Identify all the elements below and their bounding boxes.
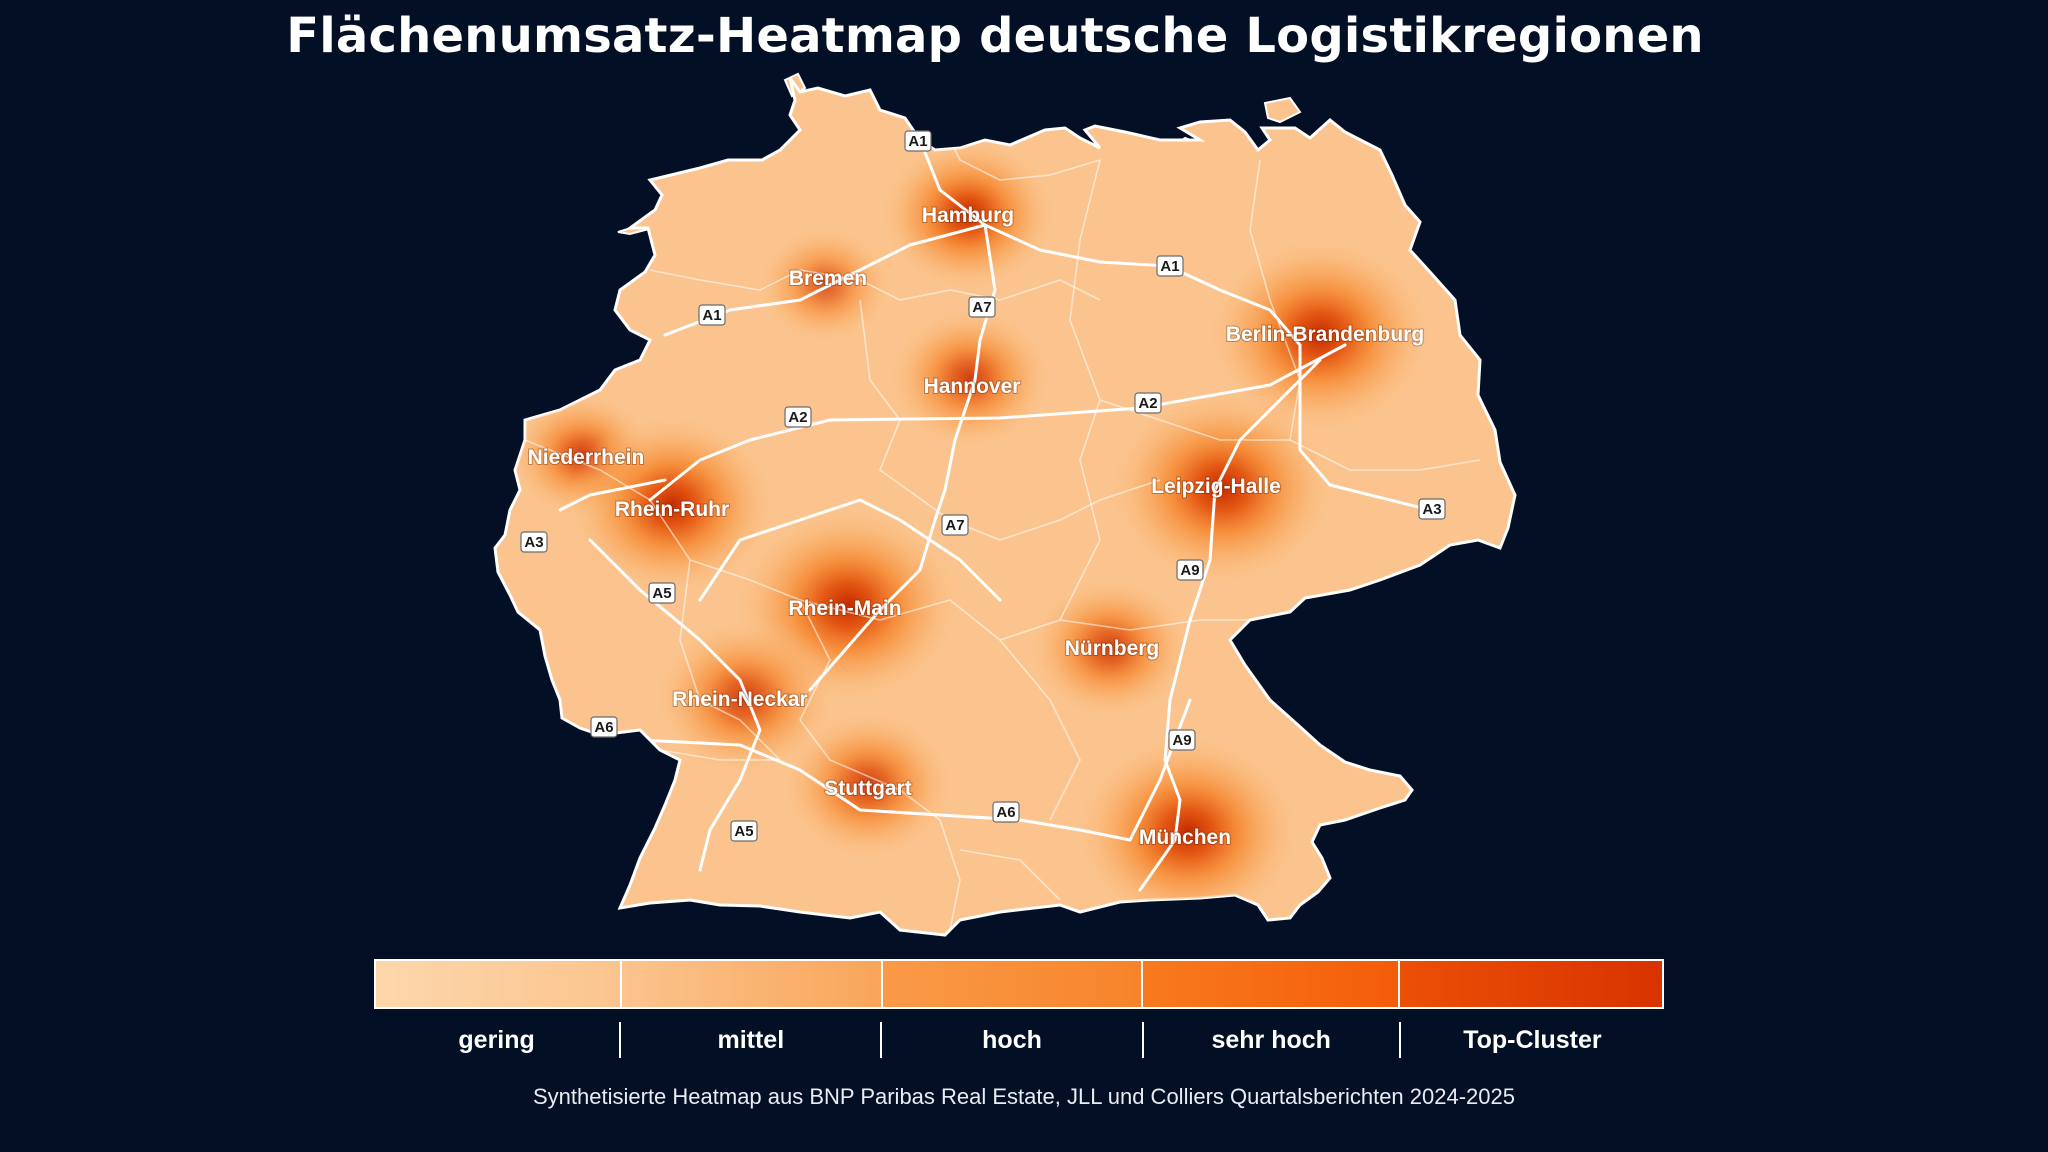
motorway-shield: A9 <box>1168 729 1196 751</box>
legend-label: sehr hoch <box>1141 1022 1399 1058</box>
motorway-shield: A6 <box>590 716 618 738</box>
region-label: Rhein-Neckar <box>672 688 807 711</box>
motorway-shield-label: A9 <box>1180 562 1199 579</box>
motorway-shield-label: A9 <box>1172 732 1191 749</box>
road-a3-west <box>558 478 667 512</box>
motorway-shield: A7 <box>941 514 969 536</box>
legend-swatch <box>880 961 1142 1007</box>
page-title: Flächenumsatz-Heatmap deutsche Logistikr… <box>286 8 1704 64</box>
legend-swatch <box>376 961 621 1007</box>
motorway-shield: A2 <box>1134 392 1162 414</box>
heat-blob <box>653 618 837 778</box>
region-labels: Hamburg Bremen Hannover Berlin-Brandenburg N… <box>527 203 1426 850</box>
motorway-shield-label: A6 <box>594 719 613 736</box>
region-label: München <box>1139 826 1231 849</box>
legend-label: Top-Cluster <box>1398 1022 1664 1058</box>
motorway-shield: A2 <box>784 406 812 428</box>
motorway-shield-label: A3 <box>524 534 543 551</box>
motorway-shield: A1 <box>1156 255 1184 277</box>
heat-blob <box>780 709 956 861</box>
motorway-shields: A1 A1 A1 A7 A7 A2 A2 A3 A3 A9 A9 A5 A5 A6 A6 <box>520 130 1446 842</box>
heat-blob <box>1107 388 1337 588</box>
region-label: Leipzig-Halle <box>1151 475 1281 498</box>
legend-labels: gering mittel hoch sehr hoch Top-Cluster <box>374 1022 1664 1058</box>
road-a2 <box>648 343 1347 502</box>
motorway-shield-label: A2 <box>788 409 807 426</box>
motorway-shield: A3 <box>520 531 548 553</box>
region-label: Stuttgart <box>824 777 912 800</box>
motorway-shield-label: A5 <box>734 823 753 840</box>
road-a3 <box>1298 343 1432 512</box>
motorway-shield-label: A5 <box>652 585 671 602</box>
road-a6-north <box>1128 698 1192 842</box>
legend-label: gering <box>458 1026 535 1054</box>
legend-bar <box>374 959 1664 1009</box>
heat-blob <box>1027 576 1193 720</box>
region-label: Berlin-Brandenburg <box>1226 323 1424 346</box>
motorway-shield: A1 <box>698 304 726 326</box>
region-label: Niederrhein <box>528 446 645 469</box>
heat-blob <box>566 413 778 597</box>
motorway-shield: A1 <box>904 130 932 152</box>
road-a1 <box>911 103 1302 347</box>
motorway-shield: A9 <box>1176 559 1204 581</box>
motorway-shield: A5 <box>648 582 676 604</box>
road-a9 <box>1138 358 1322 892</box>
motorway-shield: A3 <box>1418 498 1446 520</box>
source-note: Synthetisierte Heatmap aus BNP Paribas R… <box>533 1084 1515 1109</box>
heat-blob <box>887 306 1053 450</box>
region-label: Hannover <box>924 375 1021 398</box>
legend-label: mittel <box>619 1022 880 1058</box>
heat-blob <box>1073 732 1303 932</box>
motorway-shield-label: A2 <box>1138 395 1157 412</box>
motorway-shield-label: A1 <box>702 307 721 324</box>
motorway-shield: A5 <box>730 820 758 842</box>
heat-blob <box>878 136 1058 292</box>
road-a45 <box>698 498 1002 602</box>
legend-swatch <box>1141 961 1398 1007</box>
legend-swatch <box>1397 961 1662 1007</box>
motorway-shield-label: A6 <box>996 804 1015 821</box>
motorway-shield-label: A7 <box>972 299 991 316</box>
road-a6 <box>558 728 1132 842</box>
motorway-shield: A6 <box>992 801 1020 823</box>
road-a7 <box>808 223 997 692</box>
motorway-shield-label: A3 <box>1422 501 1441 518</box>
legend-label: hoch <box>880 1022 1141 1058</box>
motorway-shield-label: A1 <box>1160 258 1179 275</box>
region-label: Hamburg <box>922 204 1014 227</box>
heat-blob <box>756 225 894 345</box>
region-label: Rhein-Main <box>788 597 901 620</box>
motorway-shield: A7 <box>968 296 996 318</box>
region-label: Rhein-Ruhr <box>615 498 729 521</box>
legend-swatch <box>620 961 881 1007</box>
region-label: Nürnberg <box>1065 637 1160 660</box>
region-label: Bremen <box>789 267 867 290</box>
motorway-shield-label: A1 <box>908 133 927 150</box>
motorway-shield-label: A7 <box>945 517 964 534</box>
